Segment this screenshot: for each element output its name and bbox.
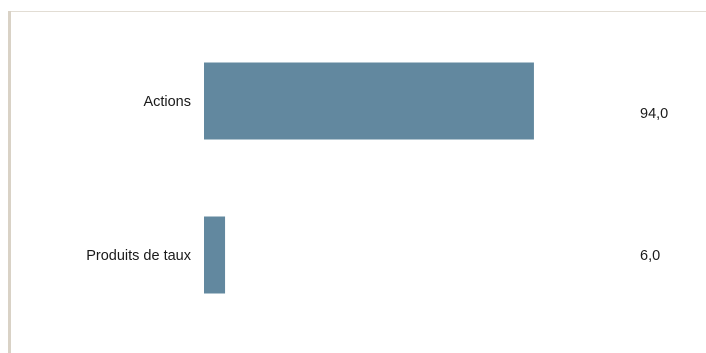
value-label-1: 6,0: [640, 248, 660, 264]
bar-1: [204, 216, 226, 294]
bar-0: [204, 62, 534, 140]
value-labels: 94,0 6,0: [640, 106, 668, 264]
category-label-1: Produits de taux: [86, 248, 192, 264]
category-labels: Actions Produits de taux: [86, 94, 192, 264]
left-border: [8, 11, 11, 353]
value-label-0: 94,0: [640, 106, 668, 122]
bars: [204, 62, 534, 294]
top-border: [8, 11, 706, 12]
category-label-0: Actions: [143, 94, 191, 110]
